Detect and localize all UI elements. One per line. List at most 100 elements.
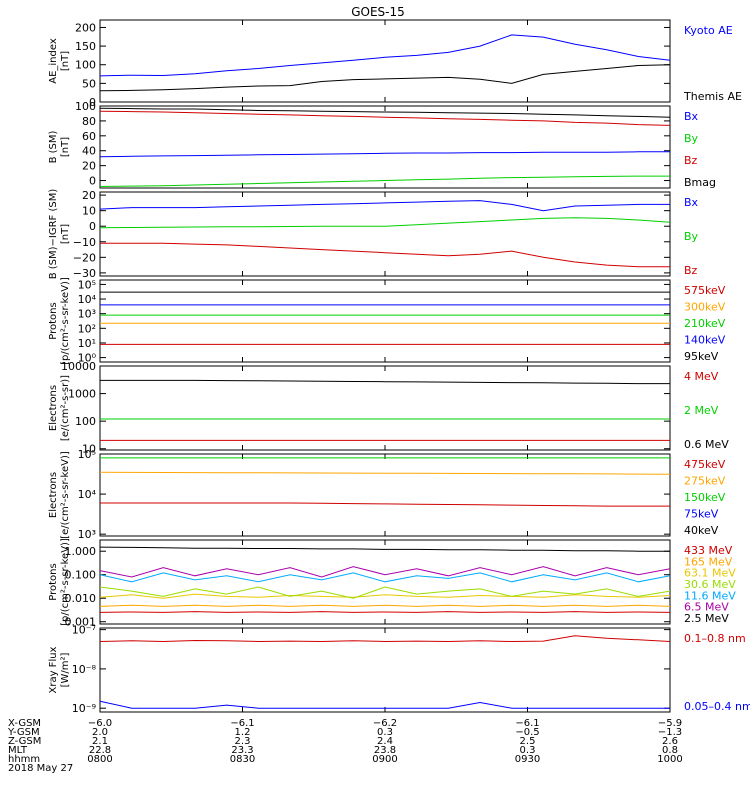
y-axis-label: B (SM)−IGRF (SM) <box>48 189 59 280</box>
x-tick-label-hhmm: 0830 <box>230 754 255 765</box>
x-tick-label-y_gsm: 0.3 <box>377 727 393 738</box>
x-tick-label-y_gsm: −0.5 <box>515 727 539 738</box>
x-tick-label-mlt: 0.3 <box>520 745 536 756</box>
y-axis-label: [nT] <box>60 224 71 244</box>
legend-label: 75keV <box>684 508 719 521</box>
x-tick-label-y_gsm: 2.0 <box>92 727 108 738</box>
x-tick-label-y_gsm: −1.3 <box>658 727 682 738</box>
y-tick-label: 0.100 <box>65 569 97 582</box>
x-tick-label-hhmm: 0900 <box>372 754 397 765</box>
y-tick-label: 20 <box>82 160 96 173</box>
x-axis-row-label: X-GSM <box>8 718 41 729</box>
panel-ae: 0 50 100 150 200 AE_index [nT] Kyoto AE Themis A… <box>48 19 742 109</box>
legend-label: By <box>684 132 699 145</box>
y-tick-label: 10³ <box>78 308 96 321</box>
y-tick-label: 60 <box>82 130 96 143</box>
y-axis-label: [p/(cm²-s-sr-keV)] <box>60 538 71 626</box>
y-axis-label: B (SM) <box>48 130 59 163</box>
y-axis-label: Electrons <box>48 385 59 431</box>
legend-label: 4 MeV <box>684 370 719 383</box>
y-tick-label: 10⁴ <box>78 293 97 306</box>
legend-label: 0.05–0.4 nm <box>684 700 750 713</box>
legend-label: 2.5 MeV <box>684 612 729 625</box>
legend-label: 300keV <box>684 301 726 314</box>
y-tick-label: 0 <box>89 96 96 109</box>
series-line <box>99 34 671 77</box>
legend-label: 2 MeV <box>684 404 719 417</box>
panel-frame <box>99 105 671 189</box>
y-tick-label: 0.010 <box>65 592 97 605</box>
series-line <box>100 502 670 507</box>
series-line <box>99 700 670 709</box>
series-line <box>99 635 671 643</box>
y-tick-label: 80 <box>82 115 96 128</box>
legend-label: 0.1–0.8 nm <box>684 632 746 645</box>
x-axis-row-label: 2018 May 27 <box>8 763 73 774</box>
legend-label: 40keV <box>684 524 719 537</box>
y-axis-label: Protons <box>48 563 59 600</box>
series-line <box>99 200 670 212</box>
panel-bigrf: −30 −20 −10 0 10 20 B (SM)−IGRF (SM) [nT] Bx By Bz <box>48 189 699 280</box>
y-tick-label: 20 <box>82 189 96 202</box>
x-tick-label-mlt: 23.3 <box>231 745 253 756</box>
x-axis-row-label: hhmm <box>8 754 40 765</box>
y-tick-label: 40 <box>82 145 96 158</box>
plot-title: GOES-15 <box>351 5 405 19</box>
legend-label: 95keV <box>684 350 719 363</box>
x-tick-label-x_gsm: −6.0 <box>88 718 112 729</box>
series-line <box>99 566 671 578</box>
x-tick-label-y_gsm: 1.2 <box>235 727 251 738</box>
legend-label: 0.6 MeV <box>684 438 729 451</box>
legend-label: Bx <box>684 110 699 123</box>
legend-label: Bmag <box>684 176 716 189</box>
y-axis-label: Electrons <box>48 472 59 518</box>
panel-frame <box>99 19 671 103</box>
y-tick-label: 10³ <box>78 528 96 541</box>
x-tick-label-z_gsm: 2.6 <box>662 736 678 747</box>
y-tick-label: 1000 <box>68 388 96 401</box>
y-tick-label: −20 <box>73 251 96 264</box>
series-line <box>99 175 670 187</box>
legend-label: 150keV <box>684 491 726 504</box>
y-tick-label: 50 <box>82 77 96 90</box>
y-axis-label: [W/m²] <box>60 652 71 687</box>
y-axis-label: [e/(cm²-s-sr)] <box>60 375 71 441</box>
x-tick-label-hhmm: 1000 <box>657 754 682 765</box>
legend-label: 275keV <box>684 475 726 488</box>
legend-label: 475keV <box>684 458 726 471</box>
legend-label: Bz <box>684 154 698 167</box>
y-tick-label: 200 <box>75 21 96 34</box>
legend-label: 575keV <box>684 284 726 297</box>
y-axis-label: Protons <box>48 302 59 339</box>
panel-protons_high: 0.001 0.010 0.100 1.000 Protons [p/(cm²-s-sr-… <box>48 538 736 629</box>
legend-label: 30.6 MeV <box>684 578 736 591</box>
legend-label: 11.6 MeV <box>684 589 736 602</box>
legend-label: By <box>684 230 699 243</box>
series-line <box>99 471 671 475</box>
legend-label: Themis AE <box>683 90 742 103</box>
y-axis-label: [nT] <box>60 51 71 71</box>
y-tick-label: 100 <box>75 415 96 428</box>
x-tick-label-x_gsm: −6.2 <box>373 718 397 729</box>
series-line <box>99 64 671 92</box>
y-tick-label: −10 <box>73 236 96 249</box>
x-tick-label-hhmm: 0800 <box>87 754 112 765</box>
y-tick-label: 10⁵ <box>78 278 96 291</box>
y-axis-label: [e/(cm²-s-sr-keV)] <box>60 451 71 539</box>
series-line <box>100 379 670 385</box>
y-tick-label: −30 <box>73 267 96 280</box>
legend-label: 6.5 MeV <box>684 601 729 614</box>
y-tick-label: 10 <box>82 443 96 456</box>
y-tick-label: 100 <box>75 59 96 72</box>
x-axis-row-label: Z-GSM <box>8 736 41 747</box>
series-line <box>99 107 671 118</box>
y-tick-label: 0 <box>89 175 96 188</box>
series-line <box>100 242 670 268</box>
x-axis-row-label: Y-GSM <box>7 727 40 738</box>
x-tick-label-z_gsm: 2.3 <box>235 736 251 747</box>
series-line <box>99 593 671 599</box>
series-line <box>99 572 671 583</box>
series-line <box>99 110 671 126</box>
panel-xray: 10⁻⁹ 10⁻⁸ 10⁻⁷ Xray Flux [W/m²] 0.1–0.8 nm 0.0… <box>48 624 750 716</box>
y-tick-label: 1.000 <box>65 545 97 558</box>
